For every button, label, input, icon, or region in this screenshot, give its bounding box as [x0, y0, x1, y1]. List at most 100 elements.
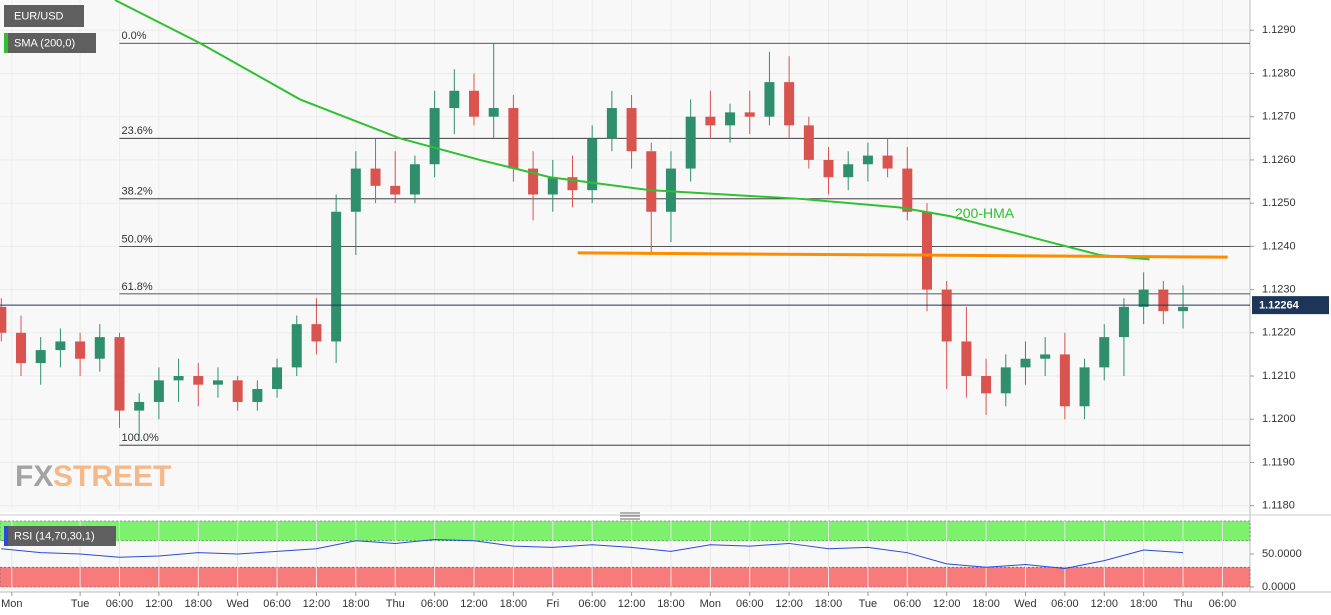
y-tick-label: 1.1200 — [1262, 413, 1296, 425]
candle-body — [606, 108, 617, 139]
candle-body — [429, 108, 440, 165]
y-tick-label: 1.1230 — [1262, 283, 1296, 295]
candle-body — [469, 90, 480, 117]
candle-body — [291, 324, 302, 368]
overlay-label: 200-HMA — [955, 205, 1015, 221]
candle-body — [981, 376, 992, 394]
candle-body — [921, 211, 932, 290]
x-tick-label: 18:00 — [657, 598, 685, 610]
candle-body — [744, 112, 755, 117]
x-tick-label: 18:00 — [1130, 598, 1158, 610]
candle-body — [193, 376, 204, 385]
candle-body — [350, 168, 361, 212]
candle-body — [508, 108, 519, 169]
candle-body — [705, 116, 716, 126]
candle-body — [961, 341, 972, 377]
candle-body — [685, 116, 696, 169]
y-tick-label: 1.1280 — [1262, 67, 1296, 79]
y-tick-label: 50.0000 — [1262, 548, 1302, 560]
candle-body — [528, 168, 539, 195]
fib-label: 50.0% — [121, 233, 152, 245]
candle-body — [55, 341, 66, 351]
rsi-line — [1, 538, 1184, 570]
x-tick-label: Wed — [1014, 598, 1036, 610]
y-tick-label: 1.1260 — [1262, 154, 1296, 166]
candle-body — [823, 159, 834, 178]
candle-body — [941, 289, 952, 342]
candle-body — [75, 341, 86, 359]
indicator[interactable]: SMA (200,0) — [14, 37, 75, 49]
x-tick-label: 06:00 — [421, 598, 449, 610]
candle-body — [567, 177, 578, 191]
candle-body — [134, 401, 145, 411]
indicator-box[interactable] — [4, 33, 96, 53]
resize-handle[interactable] — [620, 512, 640, 520]
fib-label: 23.6% — [121, 125, 152, 137]
symbol[interactable]: EUR/USD — [14, 10, 64, 22]
rsi-label[interactable]: RSI (14,70,30,1) — [14, 530, 95, 542]
candle-body — [784, 82, 795, 126]
rsi-band — [0, 566, 1251, 588]
candle-body — [1040, 354, 1051, 359]
candle-body — [252, 388, 263, 402]
candle-body — [311, 324, 322, 342]
candle-body — [1158, 289, 1169, 312]
x-tick-label: 12:00 — [618, 598, 646, 610]
rsi-swatch — [4, 526, 8, 546]
x-tick-label: 18:00 — [342, 598, 370, 610]
x-tick-label: 12:00 — [775, 598, 803, 610]
x-tick-label: 06:00 — [578, 598, 606, 610]
x-tick-label: 12:00 — [145, 598, 173, 610]
candle-body — [1079, 367, 1090, 407]
candle-body — [665, 168, 676, 212]
candle-body — [882, 155, 893, 169]
candle-body — [114, 337, 125, 411]
y-tick-label: 1.1180 — [1262, 500, 1295, 512]
y-tick-label: 1.1210 — [1262, 370, 1296, 382]
x-tick-label: Tue — [71, 598, 90, 610]
candle-body — [331, 211, 342, 342]
candle-body — [862, 155, 873, 165]
indicator-swatch — [4, 33, 8, 53]
candle-body — [547, 177, 558, 195]
candle-body — [488, 108, 499, 117]
candle-body — [1138, 289, 1149, 307]
y-tick-label: 0.0000 — [1262, 581, 1296, 593]
candle-body — [173, 376, 184, 381]
x-tick-label: 06:00 — [106, 598, 134, 610]
x-tick-label: Thu — [386, 598, 405, 610]
symbol-box[interactable] — [4, 5, 84, 27]
candle-body — [1178, 306, 1189, 312]
x-tick-label: 12:00 — [1090, 598, 1118, 610]
marks — [0, 0, 1250, 570]
candle-body — [390, 185, 401, 195]
candle-body — [626, 108, 637, 152]
fib-label: 61.8% — [121, 281, 152, 293]
candle-body — [232, 380, 243, 402]
candle-body — [16, 332, 27, 364]
candle-body — [153, 380, 164, 402]
rsi-box[interactable] — [4, 526, 116, 546]
candle-body — [843, 164, 854, 178]
overlay-line — [577, 251, 1228, 259]
y-tick-label: 1.1250 — [1262, 197, 1296, 209]
watermark-street: STREET — [53, 460, 171, 493]
fib-label: 100.0% — [121, 432, 159, 444]
y-tick-label: 1.1240 — [1262, 240, 1296, 252]
overlay-line — [114, 0, 1150, 261]
x-tick-label: Tue — [859, 598, 878, 610]
candle-body — [1118, 306, 1129, 338]
candle-body — [272, 367, 283, 389]
x-tick-label: Wed — [226, 598, 248, 610]
y-tick-label: 1.1270 — [1262, 111, 1296, 123]
x-tick-label: 18:00 — [972, 598, 1000, 610]
x-tick-label: Fri — [546, 598, 559, 610]
rsi-band — [0, 520, 1251, 542]
x-tick-label: Mon — [700, 598, 721, 610]
candle-body — [0, 306, 7, 333]
x-tick-label: 06:00 — [1051, 598, 1079, 610]
candle-body — [449, 90, 460, 109]
fib-label: 38.2% — [121, 186, 152, 198]
x-tick-label: 06:00 — [736, 598, 764, 610]
